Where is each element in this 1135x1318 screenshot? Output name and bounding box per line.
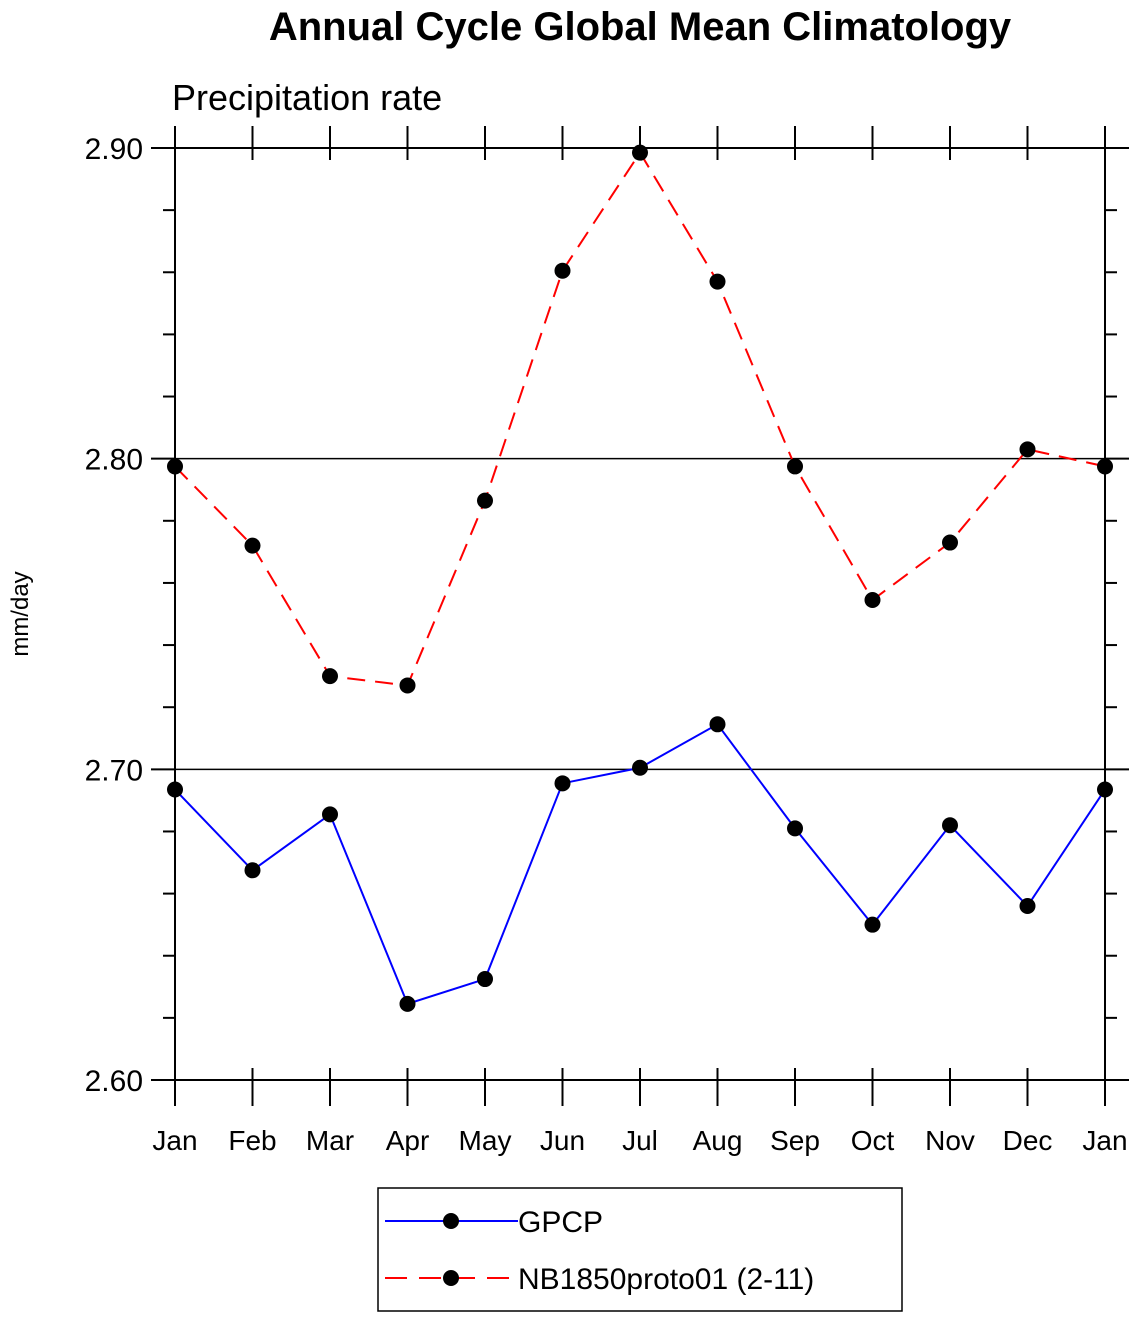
data-point <box>1097 458 1113 475</box>
x-tick-label: Jul <box>622 1125 658 1156</box>
y-tick-label: 2.60 <box>85 1065 143 1098</box>
data-point <box>709 716 726 733</box>
plot-frame <box>174 147 1106 1081</box>
data-point <box>399 677 416 694</box>
y-tick-label: 2.80 <box>85 444 143 477</box>
x-tick-label: Apr <box>386 1125 430 1156</box>
data-point <box>709 273 726 290</box>
data-point <box>864 916 881 933</box>
data-point <box>167 458 183 475</box>
legend-label-gpcp: GPCP <box>518 1206 603 1239</box>
data-point <box>477 492 493 509</box>
chart-subtitle: Precipitation rate <box>172 77 442 118</box>
data-point <box>322 668 338 685</box>
data-point <box>477 971 493 988</box>
legend-marker-gpcp <box>443 1213 459 1229</box>
data-point <box>322 806 338 823</box>
chart-title: Annual Cycle Global Mean Climatology <box>269 5 1012 49</box>
data-point <box>167 781 183 798</box>
legend-box <box>377 1187 903 1312</box>
x-tick-label: Oct <box>851 1125 895 1156</box>
x-tick-label: May <box>459 1125 512 1156</box>
x-tick-label: Dec <box>1003 1125 1053 1156</box>
data-point <box>864 592 881 609</box>
legend-marker-nb1850 <box>443 1270 459 1286</box>
y-axis-label: mm/day <box>7 571 34 656</box>
data-point <box>399 995 416 1012</box>
data-point <box>244 862 261 879</box>
data-point <box>632 144 648 161</box>
x-tick-label: Nov <box>925 1125 975 1156</box>
data-point <box>554 262 571 279</box>
x-tick-label: Mar <box>306 1125 354 1156</box>
x-tick-label: Sep <box>770 1125 820 1156</box>
x-tick-label: Jan <box>1082 1125 1127 1156</box>
data-point <box>1019 898 1036 915</box>
x-tick-label: Jan <box>152 1125 197 1156</box>
y-tick-label: 2.70 <box>85 754 143 787</box>
data-point <box>632 759 648 776</box>
series-line-1 <box>174 150 1106 687</box>
data-point <box>1019 441 1036 458</box>
legend: GPCP NB1850proto01 (2-11) <box>377 1187 903 1312</box>
y-tick-label: 2.90 <box>85 133 143 166</box>
x-tick-label: Feb <box>228 1125 276 1156</box>
x-tick-label: Jun <box>540 1125 585 1156</box>
legend-label-nb1850: NB1850proto01 (2-11) <box>518 1263 814 1296</box>
data-point <box>787 820 803 837</box>
data-point <box>942 817 958 834</box>
data-point <box>244 537 261 554</box>
data-point <box>942 534 958 551</box>
plot-area: Jan Feb Mar Apr May Jun Jul Aug Sep Oct Nov Dec Jan 2… <box>85 126 1129 1156</box>
data-point <box>554 775 571 792</box>
x-tick-label: Aug <box>693 1125 743 1156</box>
data-point <box>1097 781 1113 798</box>
data-point <box>787 458 803 475</box>
